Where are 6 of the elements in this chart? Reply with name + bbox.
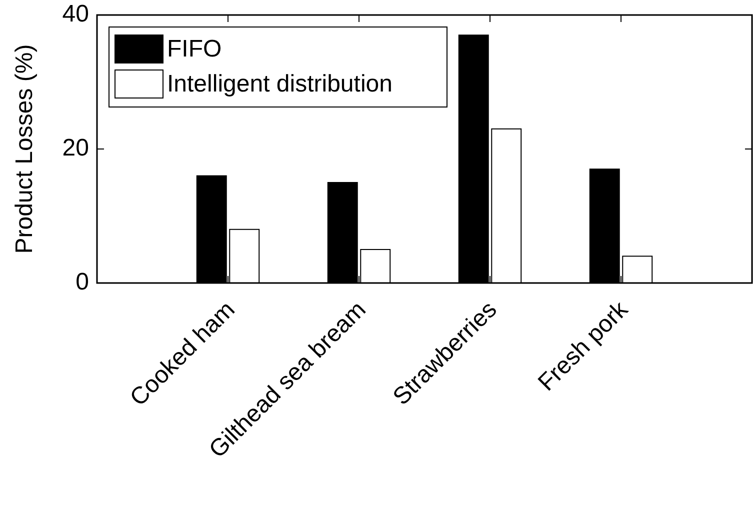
y-axis-title: Product Losses (%) <box>11 44 38 254</box>
y-tick-label: 20 <box>62 134 89 162</box>
legend-label: FIFO <box>167 35 222 62</box>
legend-label: Intelligent distribution <box>167 70 392 98</box>
y-tick-label: 0 <box>76 268 89 296</box>
y-tick-label: 40 <box>62 0 89 28</box>
